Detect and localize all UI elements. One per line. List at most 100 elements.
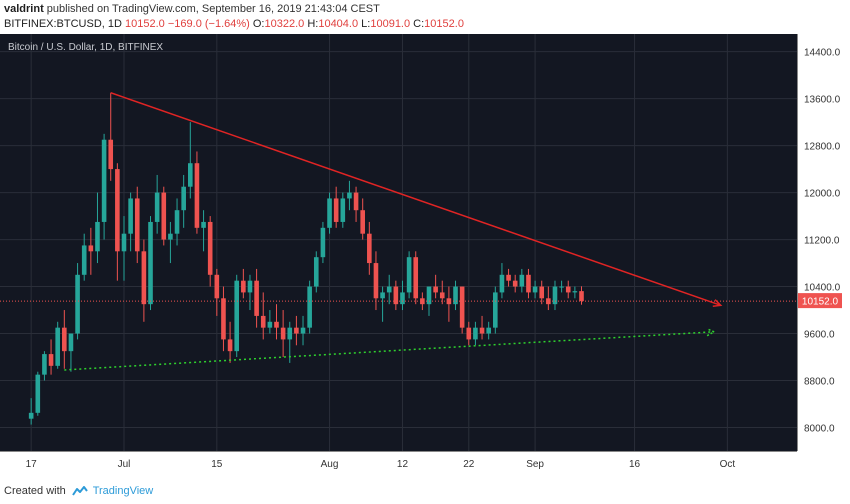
candle-body [241,280,246,293]
support-trendline [64,331,715,371]
candle-body [565,286,571,293]
candle-body [28,412,34,419]
candle-body [62,327,67,352]
candle-body [247,280,253,293]
candle-body [48,354,54,366]
candle-body [506,274,511,281]
current-price-label-bg [798,293,842,309]
candle-body [333,198,339,222]
candle-body [95,221,100,252]
candle-body [327,198,332,228]
candle-body [280,327,286,340]
candle-body [267,321,273,328]
x-tick-label: Jul [118,459,131,470]
y-tick-label: 9600.0 [804,330,835,341]
candle-body [473,327,478,340]
published-text: published on TradingView.com, September … [46,3,380,15]
candle-body [101,139,107,222]
last-price: 10152.0 [125,18,165,30]
resistance-arrowhead [712,299,723,308]
candle-body [254,280,259,316]
resistance-trendline [110,92,721,307]
candle-body [360,210,365,234]
candle-body [420,298,425,305]
candle-body [154,192,160,222]
created-with: Created with TradingView [4,485,153,497]
chart-background [0,34,850,475]
candle-body [313,257,319,287]
candle-body [413,257,419,299]
candle-body [459,286,465,328]
candle-body [579,291,584,302]
candle-body [68,333,74,352]
candle-body [168,233,173,240]
candle-body [307,286,312,328]
candle-body [141,251,147,305]
candle-body [148,221,153,305]
candle-body [373,263,379,299]
candle-body [174,210,180,234]
candle-body [201,221,206,228]
candle-body [214,274,220,299]
candle-body [479,327,485,334]
candle-body [207,221,213,275]
y-tick-label: 13600.0 [804,95,841,106]
candle-body [466,327,472,340]
tradingview-brand[interactable]: TradingView [92,485,154,497]
candle-body [512,280,518,287]
candle-body [221,298,226,340]
candle-body [287,327,293,340]
candlestick-chart[interactable]: 8000.0 8800.0 9600.0 10400.0 11200.0 12000.0 1… [0,34,850,475]
symbol-label: BITFINEX:BTCUSD, 1D [4,18,122,30]
y-tick-label: 11200.0 [804,236,840,247]
y-tick-label: 12800.0 [804,142,841,153]
candle-body [546,298,551,305]
low-label: L: [361,18,371,30]
current-price-label: 10152.0 [802,297,839,308]
candle-body [115,169,120,252]
candle-body [499,274,505,293]
candle-body [81,245,87,275]
high-value: 10404.0 [318,18,359,30]
candle-body [433,286,438,293]
x-tick-label: 15 [211,459,223,470]
chart-container[interactable]: 8000.0 8800.0 9600.0 10400.0 11200.0 12000.0 1… [0,34,850,475]
candle-body [486,327,491,334]
candle-body [406,257,412,293]
candle-body [552,286,558,305]
candle-body [539,286,545,299]
support-arrowhead [706,328,716,337]
candle-body [121,233,127,252]
x-tick-label: 17 [26,459,38,470]
created-with-text: Created with [4,485,66,497]
chart-header: valdrint published on TradingView.com, S… [0,0,850,34]
candle-body [439,292,445,299]
time-axis-background [0,451,850,475]
x-tick-label: 16 [629,459,641,470]
candle-body [393,286,399,305]
y-tick-label: 8000.0 [804,424,835,435]
candle-body [386,286,392,293]
candle-body [559,286,564,288]
tradingview-logo-icon [71,486,88,496]
candle-body [400,292,405,305]
candle-body [161,192,167,240]
publish-info: valdrint published on TradingView.com, S… [4,3,380,15]
candle-body [493,292,498,328]
candle-body [526,274,531,293]
candle-body [274,321,279,328]
candle-body [380,292,385,299]
candle-body [320,227,326,258]
high-label: H: [307,18,319,30]
candle-body [347,192,352,199]
y-tick-label: 12000.0 [804,189,841,200]
candles-group [28,92,584,425]
y-tick-label: 14400.0 [804,48,841,59]
author-name[interactable]: valdrint [4,3,44,15]
candle-body [353,192,359,211]
candle-body [181,186,186,211]
candle-body [453,286,458,305]
candle-body [108,139,114,170]
x-tick-label: 12 [397,459,409,470]
x-tick-label: Oct [720,459,736,470]
